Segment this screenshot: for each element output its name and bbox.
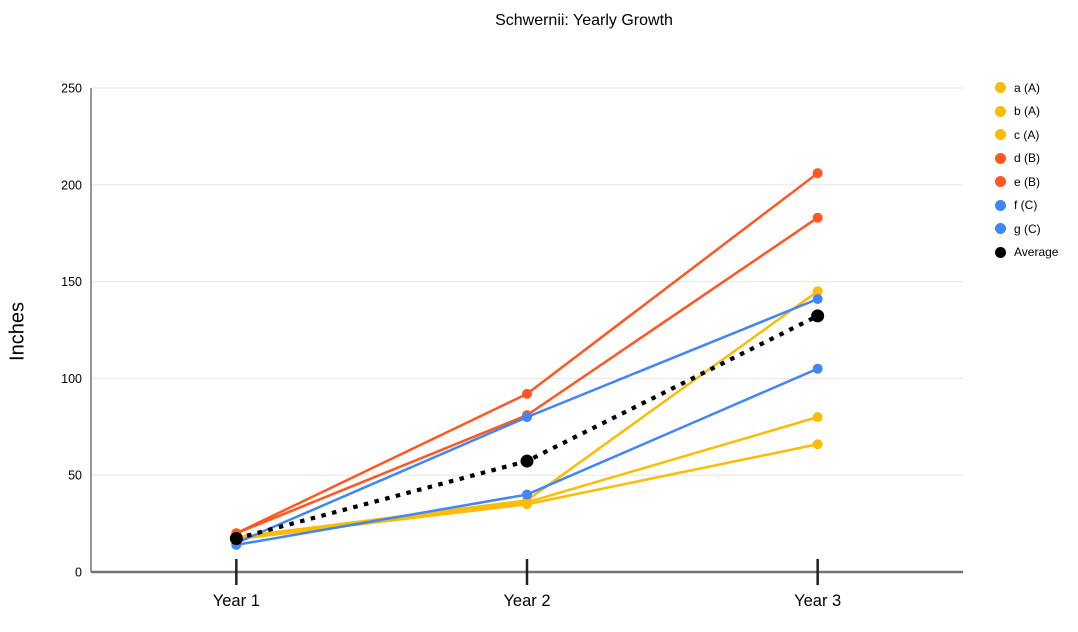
legend-swatch-icon <box>995 105 1006 117</box>
legend-item-average: Average <box>995 241 1058 265</box>
legend-label: b (A) <box>1014 104 1041 119</box>
y-tick-label: 150 <box>61 275 82 289</box>
legend-label: a (A) <box>1014 80 1041 95</box>
legend-item-b-a-: b (A) <box>995 100 1058 124</box>
legend-label: Average <box>1014 245 1059 260</box>
data-point <box>522 412 532 423</box>
legend-swatch-icon <box>995 152 1006 164</box>
legend-swatch-icon <box>995 129 1006 141</box>
y-tick-label: 250 <box>61 82 82 96</box>
series-line-b-a- <box>236 415 819 541</box>
legend-item-d-b-: d (B) <box>995 147 1058 171</box>
y-tick-label: 0 <box>75 566 82 580</box>
data-point <box>812 412 823 423</box>
data-point <box>520 454 534 468</box>
legend: a (A) b (A) c (A) d (B) e (B) f (C) g (C) Avera… <box>995 76 1058 264</box>
data-point <box>812 439 823 450</box>
y-tick-label: 200 <box>61 178 82 192</box>
y-tick-label: 100 <box>61 372 82 386</box>
legend-item-a-a-: a (A) <box>995 76 1058 100</box>
legend-label: e (B) <box>1014 174 1041 189</box>
data-point <box>812 212 823 223</box>
y-tick-label: 50 <box>68 469 82 483</box>
legend-swatch-icon <box>995 82 1006 94</box>
data-point <box>811 309 825 323</box>
data-point <box>812 294 823 305</box>
legend-label: c (A) <box>1014 127 1040 142</box>
series-line-e-b- <box>235 216 819 535</box>
legend-label: g (C) <box>1014 221 1041 236</box>
data-point <box>522 489 532 500</box>
legend-label: f (C) <box>1014 198 1038 213</box>
data-point <box>812 363 823 374</box>
legend-item-f-c-: f (C) <box>995 194 1058 218</box>
data-point <box>522 388 532 399</box>
chart-title: Schwernii: Yearly Growth <box>495 12 673 29</box>
legend-item-g-c-: g (C) <box>995 217 1058 241</box>
legend-swatch-icon <box>995 223 1006 235</box>
legend-item-e-b-: e (B) <box>995 170 1058 194</box>
legend-item-c-a-: c (A) <box>995 123 1058 147</box>
legend-label: d (B) <box>1014 151 1041 166</box>
legend-swatch-icon <box>995 246 1006 258</box>
data-point <box>229 532 243 546</box>
x-tick-label: Year 1 <box>213 592 260 610</box>
legend-swatch-icon <box>995 199 1006 211</box>
x-tick-label: Year 2 <box>503 592 550 610</box>
legend-swatch-icon <box>995 176 1006 188</box>
x-tick-label: Year 3 <box>794 592 841 610</box>
data-point <box>812 168 823 179</box>
data-point <box>812 286 823 297</box>
